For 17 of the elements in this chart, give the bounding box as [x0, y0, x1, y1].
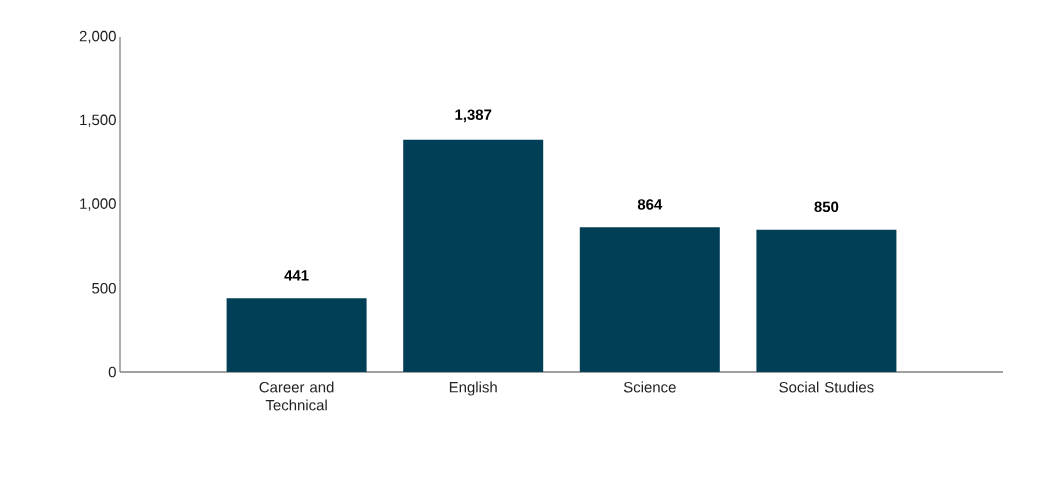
- bar: [579, 227, 720, 372]
- y-tick-label: 2,000: [79, 30, 116, 44]
- data-label: 1,387: [455, 109, 492, 123]
- data-label: 441: [284, 270, 309, 281]
- data-label: 864: [637, 199, 663, 210]
- y-tick-label: 1,000: [80, 198, 116, 211]
- x-tick-label: Science: [623, 381, 676, 393]
- y-tick-label: 500: [92, 282, 116, 294]
- y-tick-label: 0: [108, 366, 116, 378]
- bar: [226, 298, 367, 372]
- y-tick-label: 1,500: [80, 114, 116, 127]
- data-label: 850: [814, 201, 839, 213]
- bar: [756, 229, 897, 372]
- x-tick-label: English: [449, 381, 497, 396]
- x-tick-label: Social Studies: [779, 381, 874, 393]
- bar: [403, 139, 544, 372]
- x-tick-label: Career and Technical: [259, 381, 334, 411]
